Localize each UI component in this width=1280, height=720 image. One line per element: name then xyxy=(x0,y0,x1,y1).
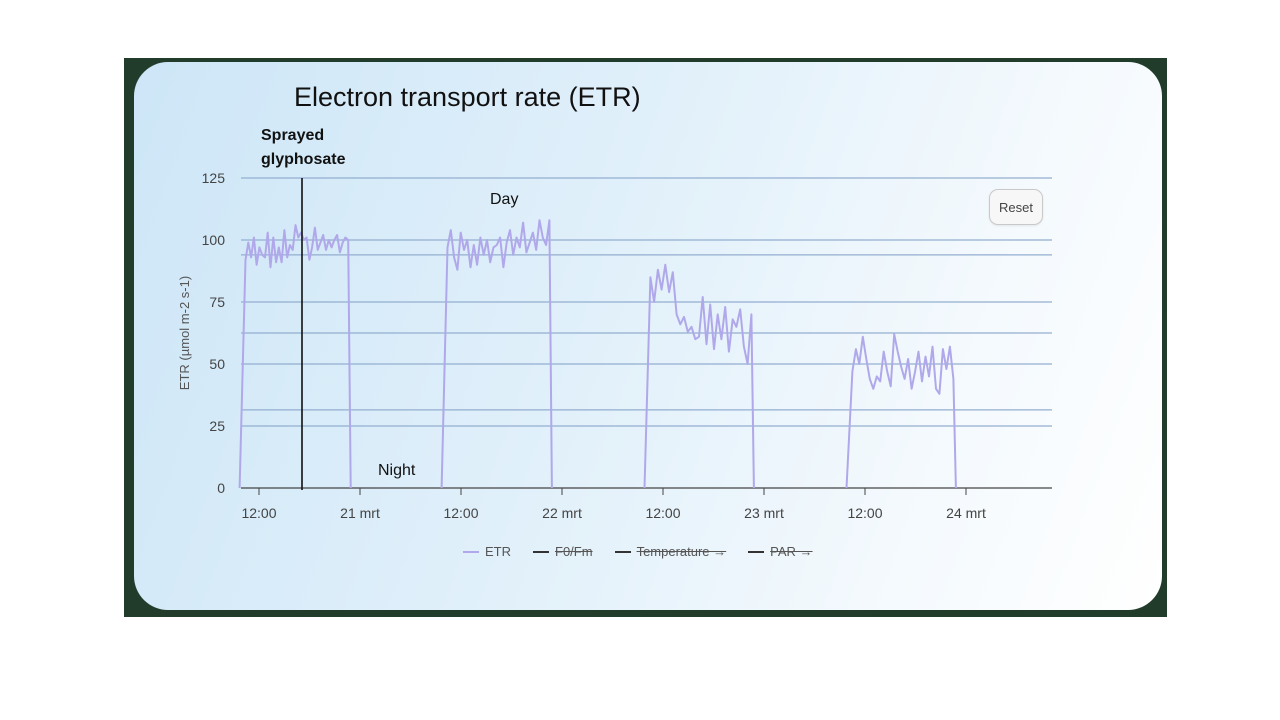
legend-item-par[interactable]: PAR → xyxy=(748,544,813,559)
y-tick-label-2: 50 xyxy=(209,356,225,372)
spray-annotation-line1: Sprayed xyxy=(261,127,325,144)
reset-button[interactable]: Reset xyxy=(989,189,1043,225)
legend-swatch-f0fm xyxy=(533,550,549,553)
legend-label-temperature: Temperature → xyxy=(636,544,727,559)
x-tick-label-6: 12:00 xyxy=(847,505,882,521)
spray-annotation: Sprayed glyphosate xyxy=(261,124,345,172)
legend-swatch-temperature xyxy=(614,550,631,553)
legend-label-f0fm: F0/Fm xyxy=(555,544,593,559)
etr-series-line xyxy=(238,219,957,489)
night-annotation: Night xyxy=(378,462,416,479)
day-annotation: Day xyxy=(490,191,519,208)
y-tick-label-3: 75 xyxy=(209,294,225,310)
legend-item-etr[interactable]: ETR xyxy=(463,544,511,559)
spray-annotation-line2: glyphosate xyxy=(261,151,346,168)
legend-label-par: PAR → xyxy=(770,544,813,559)
legend-label-etr: ETR xyxy=(485,544,511,559)
chart-title: Electron transport rate (ETR) xyxy=(294,82,641,112)
y-tick-label-1: 25 xyxy=(209,418,225,434)
x-tick-label-3: 22 mrt xyxy=(542,505,582,521)
legend-swatch-par xyxy=(748,550,765,553)
x-tick-label-4: 12:00 xyxy=(645,505,680,521)
y-tick-label-4: 100 xyxy=(202,232,226,248)
legend-item-temperature[interactable]: Temperature → xyxy=(614,544,727,559)
x-tick-label-1: 21 mrt xyxy=(340,505,380,521)
x-tick-label-2: 12:00 xyxy=(443,505,478,521)
chart-legend: ETR F0/Fm Temperature → PAR → xyxy=(463,544,813,559)
legend-item-f0fm[interactable]: F0/Fm xyxy=(533,544,593,559)
x-tick-label-7: 24 mrt xyxy=(946,505,986,521)
legend-swatch-etr xyxy=(463,550,479,553)
x-tick-label-0: 12:00 xyxy=(241,505,276,521)
y-tick-label-5: 125 xyxy=(202,170,226,186)
x-tick-label-5: 23 mrt xyxy=(744,505,784,521)
y-tick-label-0: 0 xyxy=(217,480,225,496)
y-axis-label: ETR (µmol m-2 s-1) xyxy=(177,276,192,390)
